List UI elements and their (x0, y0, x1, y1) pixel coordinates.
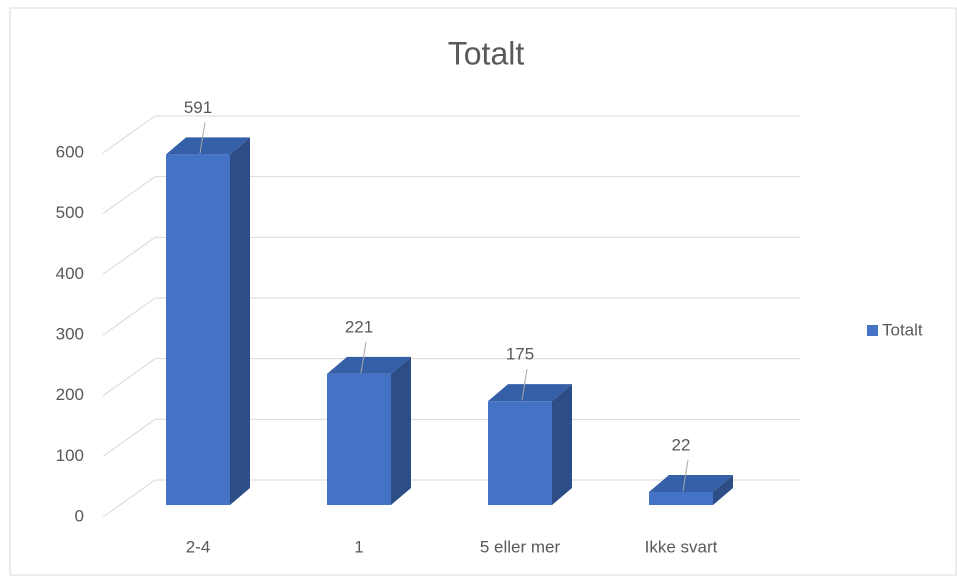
data-label: 591 (184, 98, 212, 117)
x-tick-label: Ikke svart (645, 537, 718, 556)
y-tick-label: 300 (56, 324, 84, 343)
bar (649, 491, 713, 505)
bar (327, 373, 391, 505)
chart-border (9, 7, 957, 576)
bar (488, 401, 552, 505)
y-tick-label: 600 (56, 142, 84, 161)
leader-line (199, 122, 206, 154)
legend-swatch (867, 325, 878, 336)
chart-title: Totalt (448, 35, 525, 71)
x-tick-label: 2-4 (186, 537, 211, 556)
data-label: 22 (672, 435, 691, 454)
grid-line (102, 358, 156, 397)
y-tick-label: 100 (56, 446, 84, 465)
data-label: 221 (345, 317, 373, 336)
y-tick-label: 500 (56, 203, 84, 222)
bar-side (552, 384, 572, 505)
grid-line (102, 176, 156, 215)
y-tick-label: 200 (56, 385, 84, 404)
leader-line (682, 459, 689, 492)
grid-line (102, 479, 156, 518)
bar (166, 154, 230, 505)
legend-label: Totalt (882, 320, 923, 339)
data-label: 175 (506, 345, 534, 364)
x-tick-label: 5 eller mer (480, 537, 561, 556)
grid-line (102, 236, 156, 275)
y-tick-label: 400 (56, 264, 84, 283)
leader-line (360, 341, 367, 373)
bar-side (230, 137, 250, 505)
bar-top (166, 137, 250, 155)
bar-top (327, 356, 411, 374)
grid-line (102, 418, 156, 457)
grid-line (102, 297, 156, 336)
leader-line (521, 369, 528, 401)
grid-line (102, 115, 156, 154)
bar-side (391, 356, 411, 505)
bar-top (649, 474, 733, 492)
bar-side (713, 474, 733, 505)
x-tick-label: 1 (354, 537, 363, 556)
y-tick-label: 0 (75, 506, 84, 525)
bar-top (488, 384, 572, 402)
